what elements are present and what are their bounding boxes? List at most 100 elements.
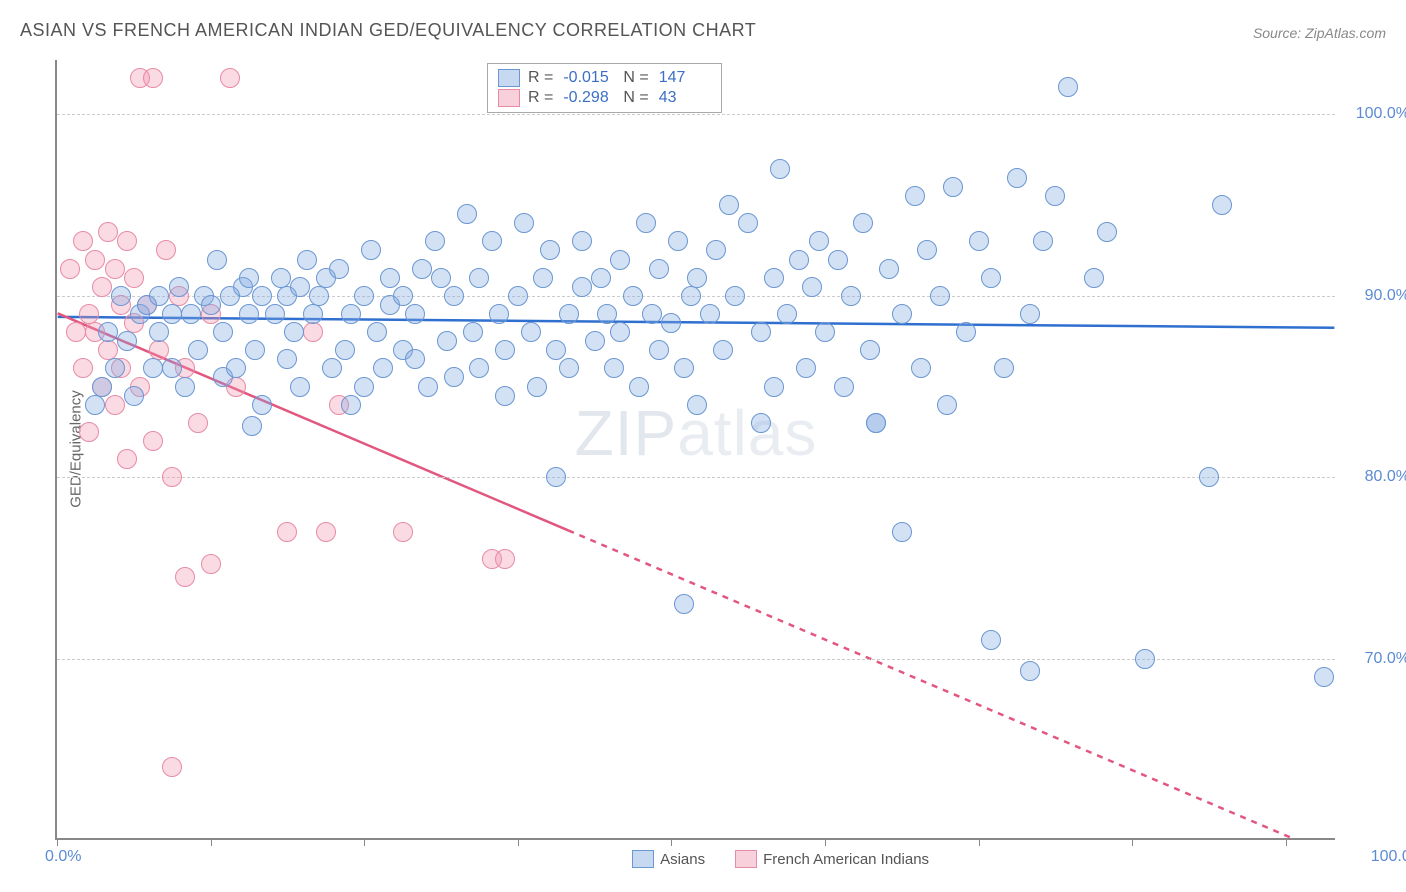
data-point-french: [393, 522, 413, 542]
watermark-zip: ZIP: [575, 397, 678, 469]
data-point-asians: [770, 159, 790, 179]
data-point-asians: [719, 195, 739, 215]
source-label: Source: ZipAtlas.com: [1253, 25, 1386, 41]
data-point-asians: [994, 358, 1014, 378]
data-point-asians: [546, 467, 566, 487]
data-point-asians: [297, 250, 317, 270]
data-point-asians: [540, 240, 560, 260]
data-point-asians: [681, 286, 701, 306]
x-tick: [57, 838, 58, 846]
x-tick: [211, 838, 212, 846]
data-point-asians: [642, 304, 662, 324]
data-point-asians: [245, 340, 265, 360]
data-point-asians: [834, 377, 854, 397]
stats-r-asians: -0.015: [563, 69, 615, 87]
data-point-asians: [789, 250, 809, 270]
data-point-asians: [610, 250, 630, 270]
data-point-french: [117, 231, 137, 251]
data-point-asians: [367, 322, 387, 342]
data-point-french: [79, 304, 99, 324]
data-point-asians: [751, 322, 771, 342]
x-tick: [1286, 838, 1287, 846]
data-point-asians: [508, 286, 528, 306]
data-point-asians: [290, 377, 310, 397]
data-point-asians: [879, 259, 899, 279]
data-point-asians: [1212, 195, 1232, 215]
data-point-asians: [341, 395, 361, 415]
data-point-asians: [242, 416, 262, 436]
data-point-asians: [764, 377, 784, 397]
data-point-french: [143, 431, 163, 451]
data-point-asians: [809, 231, 829, 251]
data-point-asians: [649, 259, 669, 279]
data-point-asians: [85, 395, 105, 415]
data-point-asians: [495, 340, 515, 360]
data-point-asians: [1033, 231, 1053, 251]
x-axis-max-label: 100.0%: [1371, 848, 1406, 866]
data-point-asians: [444, 367, 464, 387]
legend-label-asians: Asians: [660, 851, 705, 868]
legend-item-french: French American Indians: [735, 850, 929, 868]
grid-line: [57, 477, 1335, 478]
data-point-asians: [937, 395, 957, 415]
data-point-french: [277, 522, 297, 542]
data-point-asians: [930, 286, 950, 306]
data-point-french: [495, 549, 515, 569]
data-point-asians: [866, 413, 886, 433]
data-point-asians: [981, 268, 1001, 288]
legend-bottom: Asians French American Indians: [632, 850, 929, 868]
legend-swatch-french: [735, 850, 757, 868]
data-point-asians: [687, 395, 707, 415]
x-tick: [979, 838, 980, 846]
data-point-asians: [124, 386, 144, 406]
data-point-asians: [777, 304, 797, 324]
data-point-asians: [405, 349, 425, 369]
trend-lines-svg: [57, 60, 1335, 838]
data-point-asians: [905, 186, 925, 206]
data-point-asians: [604, 358, 624, 378]
data-point-asians: [271, 268, 291, 288]
data-point-asians: [207, 250, 227, 270]
data-point-asians: [290, 277, 310, 297]
data-point-asians: [1097, 222, 1117, 242]
data-point-asians: [802, 277, 822, 297]
y-tick-label: 100.0%: [1356, 105, 1406, 123]
data-point-french: [188, 413, 208, 433]
data-point-asians: [201, 295, 221, 315]
data-point-french: [105, 395, 125, 415]
data-point-asians: [252, 286, 272, 306]
data-point-asians: [636, 213, 656, 233]
data-point-asians: [437, 331, 457, 351]
data-point-asians: [226, 358, 246, 378]
data-point-asians: [751, 413, 771, 433]
data-point-asians: [853, 213, 873, 233]
data-point-asians: [597, 304, 617, 324]
stats-r-label-2: R =: [528, 89, 553, 107]
data-point-french: [92, 277, 112, 297]
data-point-french: [66, 322, 86, 342]
data-point-asians: [527, 377, 547, 397]
data-point-asians: [405, 304, 425, 324]
data-point-asians: [892, 522, 912, 542]
stats-r-french: -0.298: [563, 89, 615, 107]
data-point-french: [117, 449, 137, 469]
data-point-asians: [828, 250, 848, 270]
data-point-french: [73, 231, 93, 251]
data-point-french: [201, 554, 221, 574]
data-point-asians: [373, 358, 393, 378]
data-point-asians: [393, 286, 413, 306]
legend-swatch-asians: [632, 850, 654, 868]
data-point-asians: [674, 594, 694, 614]
data-point-asians: [911, 358, 931, 378]
data-point-asians: [1084, 268, 1104, 288]
data-point-asians: [463, 322, 483, 342]
y-tick-label: 70.0%: [1365, 650, 1406, 668]
data-point-asians: [521, 322, 541, 342]
data-point-asians: [213, 322, 233, 342]
data-point-asians: [277, 349, 297, 369]
data-point-french: [124, 268, 144, 288]
data-point-asians: [412, 259, 432, 279]
stats-legend-box: R = -0.015 N = 147 R = -0.298 N = 43: [487, 63, 722, 113]
data-point-asians: [1058, 77, 1078, 97]
data-point-asians: [469, 358, 489, 378]
